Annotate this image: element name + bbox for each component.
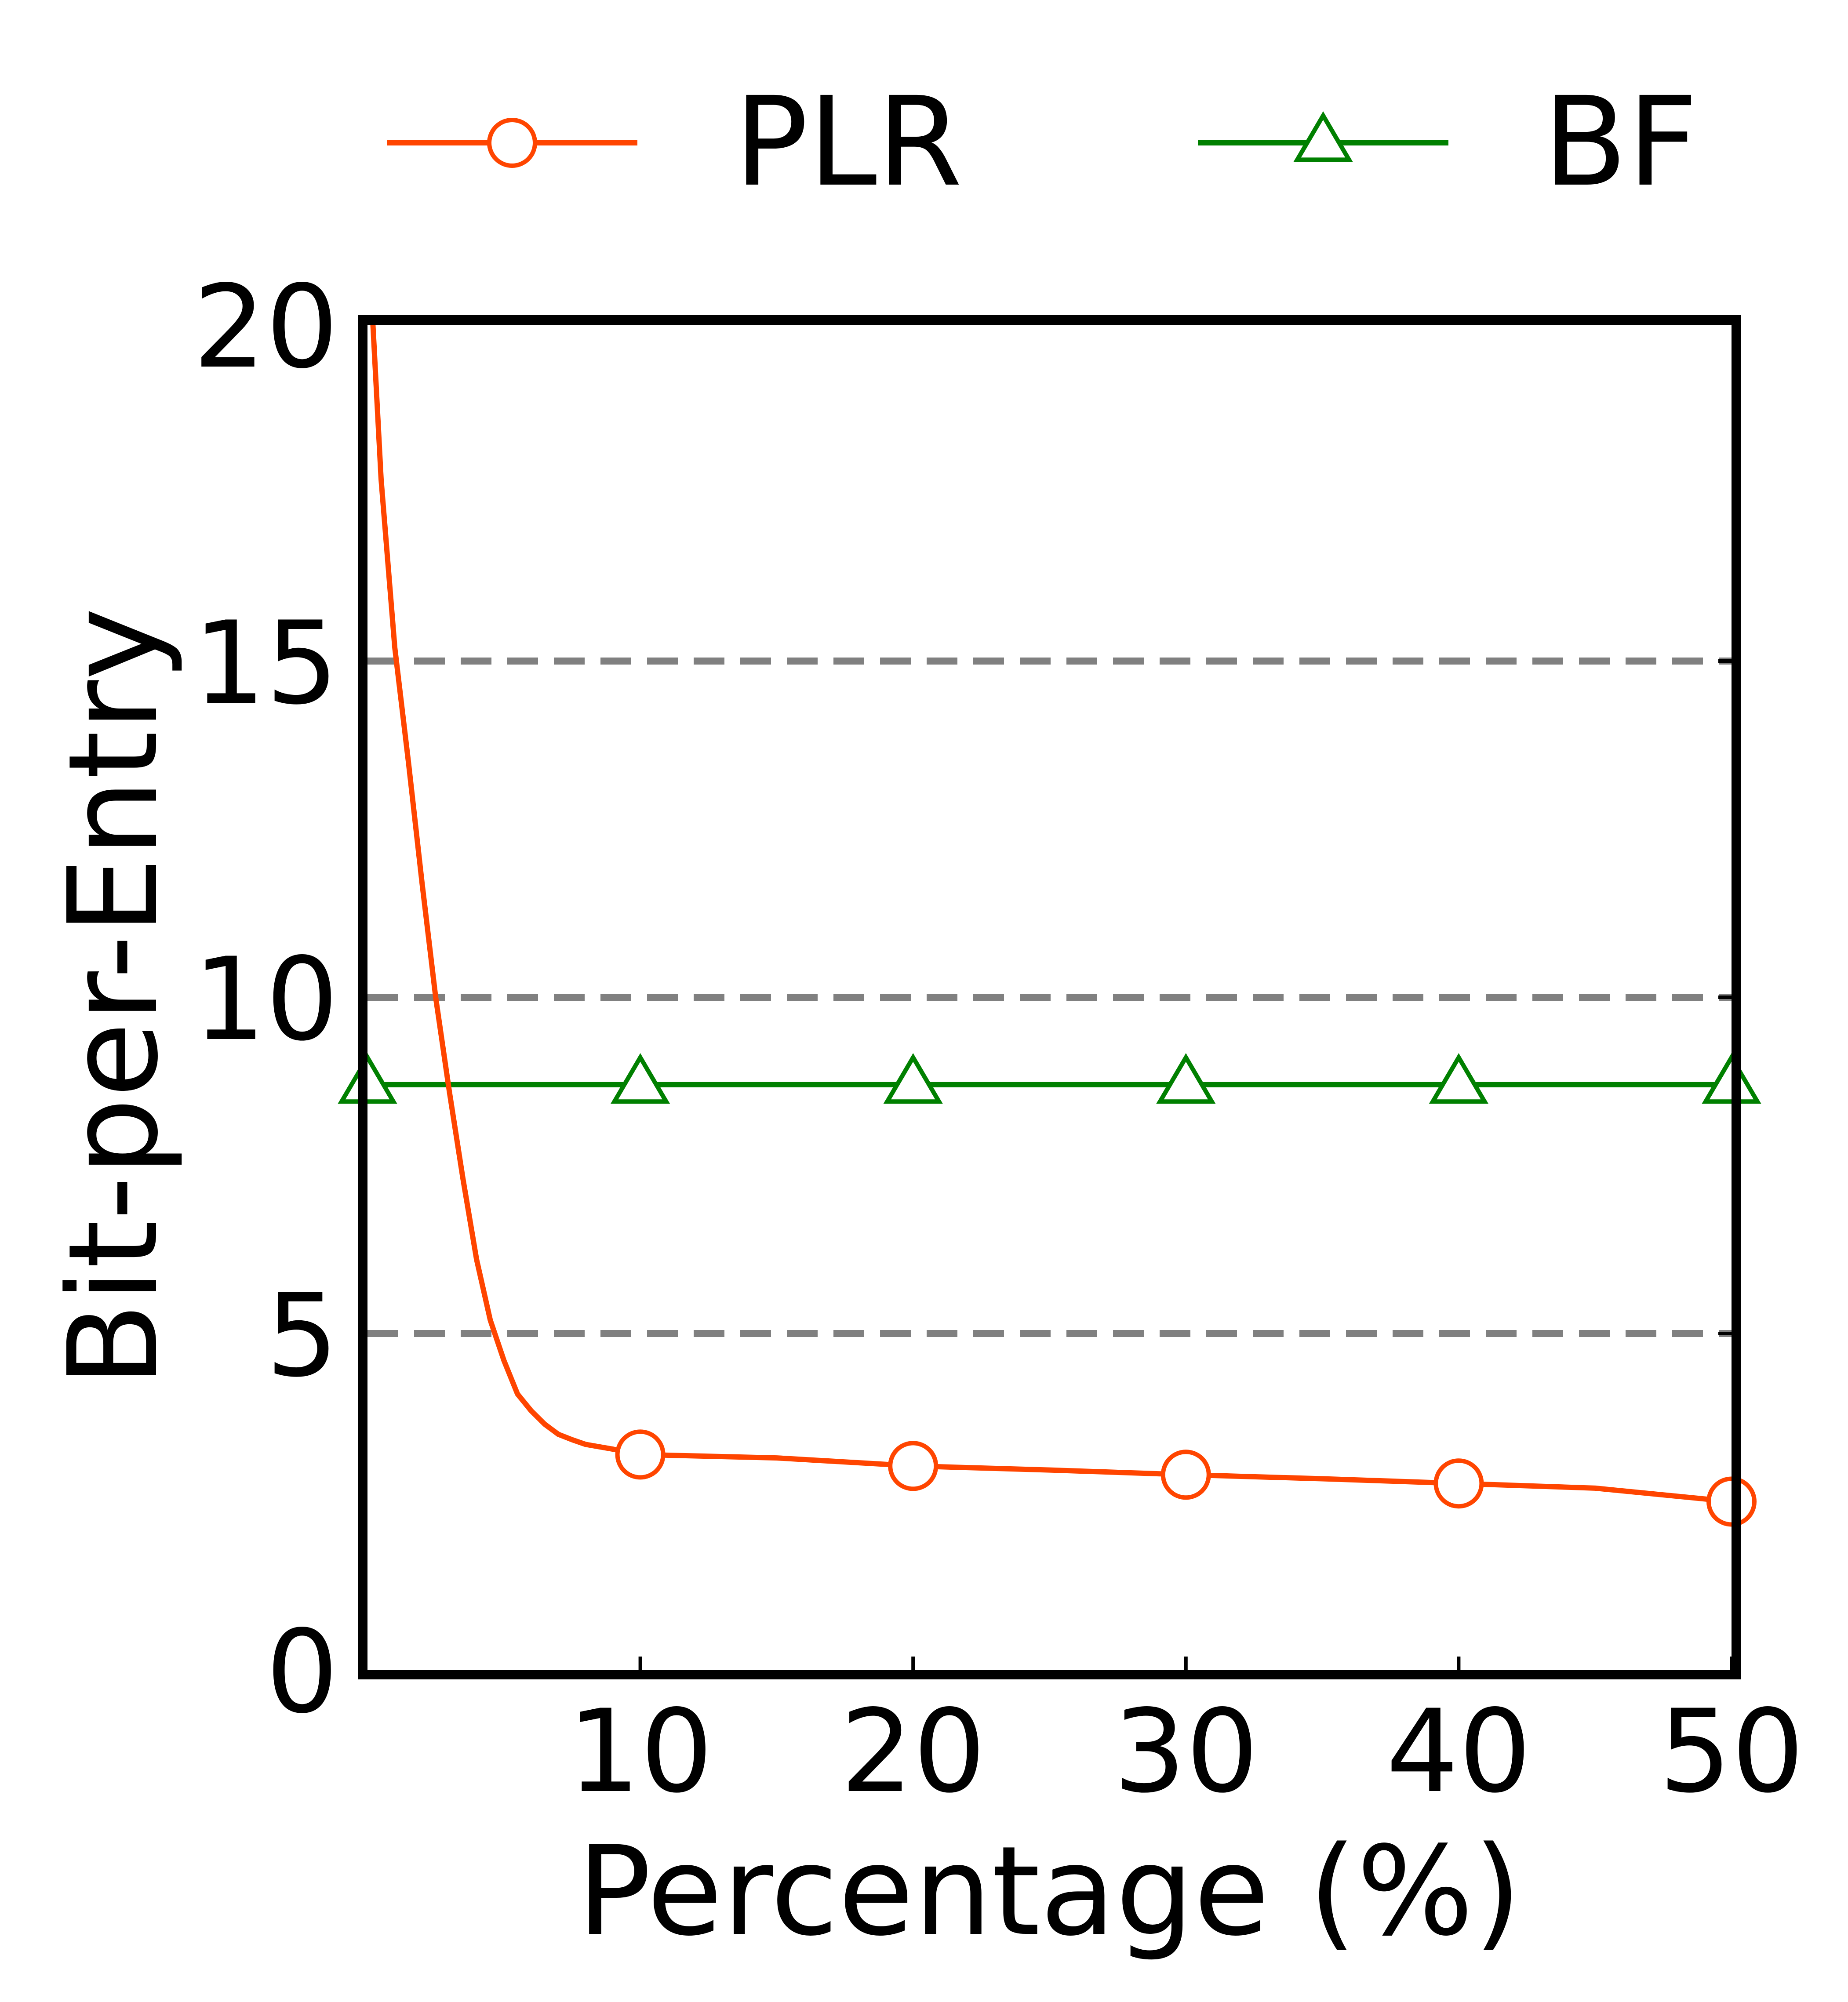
bf-marker-30 <box>1156 1053 1216 1104</box>
tick-labels: 10 20 30 40 50 0 5 10 15 20 <box>193 261 1804 1818</box>
bf-marker-40 <box>1429 1053 1489 1104</box>
legend-plr-marker <box>487 118 537 168</box>
x-tick-label-30: 30 <box>1113 1686 1259 1818</box>
y-tick-label-15: 15 <box>193 597 338 730</box>
y-axis-label: Bit-per-Entry <box>42 607 186 1387</box>
x-tick-label-20: 20 <box>840 1686 986 1818</box>
series-plr-line <box>370 324 1732 1504</box>
series-layer <box>338 324 1761 1527</box>
y-tick-label-20: 20 <box>193 261 338 394</box>
x-tick-label-10: 10 <box>567 1686 713 1818</box>
bf-marker-10 <box>610 1053 670 1104</box>
plr-marker-20 <box>888 1441 939 1491</box>
plr-marker-10 <box>615 1429 666 1480</box>
legend-plr-label: PLR <box>734 71 962 214</box>
bf-marker-20 <box>883 1053 943 1104</box>
y-tick-label-0: 0 <box>266 1606 338 1739</box>
plr-marker-30 <box>1160 1450 1211 1500</box>
x-tick-label-50: 50 <box>1659 1686 1804 1818</box>
ticks <box>638 659 1733 1670</box>
y-tick-label-10: 10 <box>193 934 338 1066</box>
x-axis-label: Percentage (%) <box>577 1820 1522 1963</box>
y-tick-label-5: 5 <box>266 1270 338 1402</box>
x-tick-label-40: 40 <box>1386 1686 1532 1818</box>
gridlines <box>367 658 1732 1337</box>
legend-bf-label: BF <box>1543 71 1698 214</box>
legend: PLR BF <box>387 71 1698 214</box>
legend-bf-marker <box>1293 111 1353 162</box>
plr-marker-40 <box>1433 1458 1484 1509</box>
plot-frame <box>358 315 1741 1679</box>
